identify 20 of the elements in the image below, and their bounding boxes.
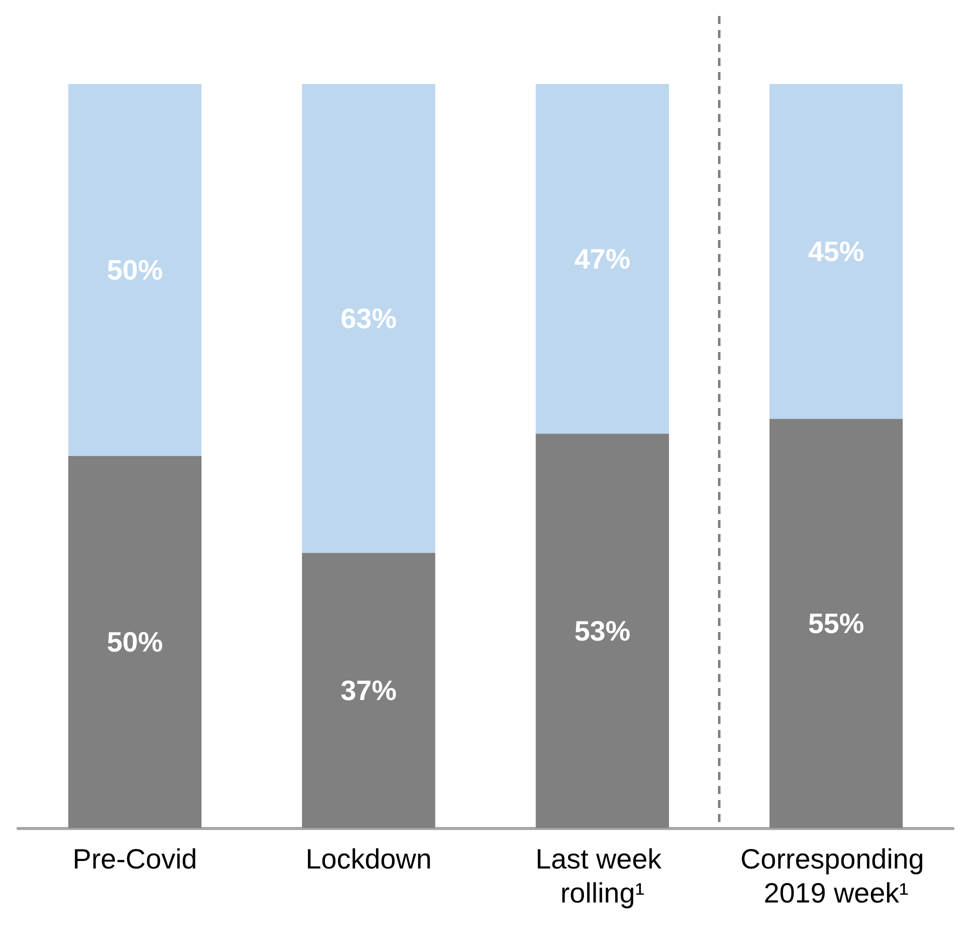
data-label: 63%	[340, 302, 397, 334]
bar	[770, 84, 903, 419]
data-label: 50%	[106, 626, 163, 658]
bar	[68, 456, 202, 828]
bar	[68, 84, 202, 456]
data-label: 45%	[808, 236, 864, 267]
bar	[536, 434, 669, 828]
x-tick-label: Lockdown	[306, 844, 432, 874]
bar	[536, 84, 669, 434]
x-tick-label: Last week rolling¹	[535, 844, 670, 908]
data-label: 37%	[340, 674, 397, 706]
bar	[302, 552, 436, 828]
bar	[302, 84, 436, 553]
x-tick-label: Pre-Covid	[72, 844, 198, 874]
data-label: 50%	[106, 254, 163, 286]
data-label: 47%	[574, 243, 630, 274]
bar	[770, 418, 903, 828]
x-tick-label: Corresponding 2019 week¹	[740, 844, 932, 908]
data-label: 53%	[574, 615, 630, 646]
data-label: 55%	[808, 608, 864, 639]
